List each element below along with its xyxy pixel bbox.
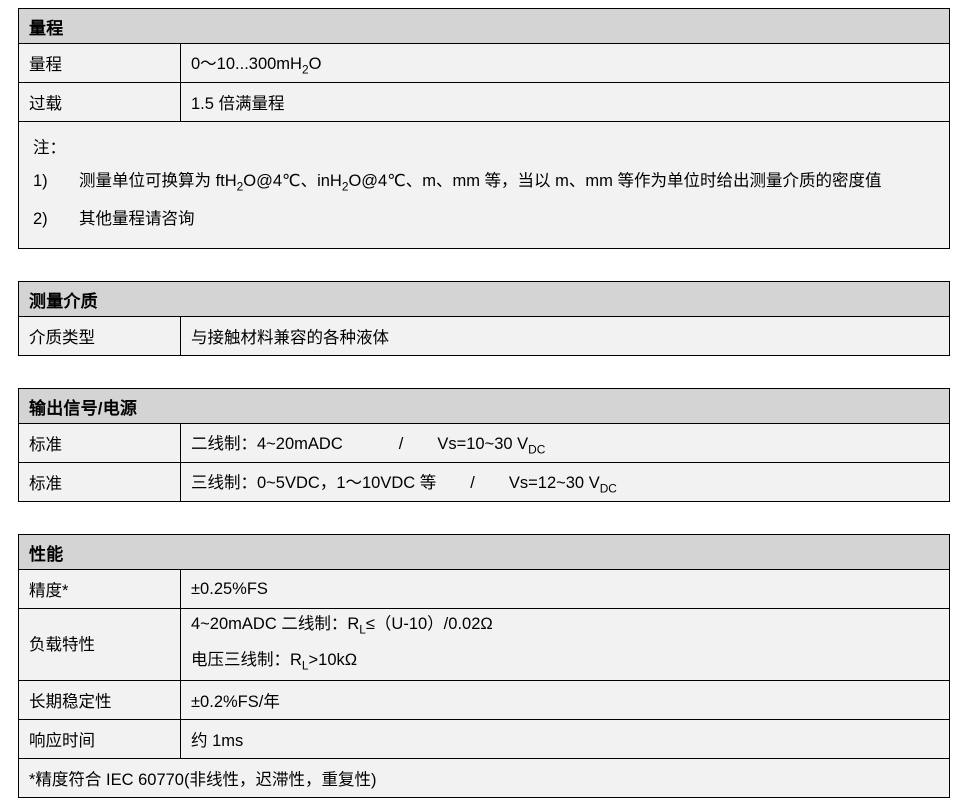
load-line-1-subscript: L — [359, 622, 366, 637]
notes-block: 注： 1) 测量单位可换算为 ftH2O@4℃、inH2O@4℃、m、mm 等，… — [18, 120, 950, 250]
range-value-suffix: O — [308, 54, 322, 73]
output-supply-subscript: DC — [528, 442, 546, 457]
row-value-long-term-stability: ±0.2%FS/年 — [180, 679, 950, 720]
row-label-overload: 过载 — [18, 82, 181, 122]
row-label-response-time: 响应时间 — [18, 718, 181, 759]
output-signal-2wire: 二线制：4~20mADC — [191, 435, 343, 454]
table-row: 性能 — [18, 534, 950, 571]
load-line-1-pre: 4~20mADC 二线制：R — [191, 615, 360, 634]
section-header-performance: 性能 — [18, 534, 950, 571]
row-value-range: 0～10...300mH2O — [180, 43, 950, 83]
note-item-1: 1) 测量单位可换算为 ftH2O@4℃、inH2O@4℃、m、mm 等，当以 … — [27, 165, 937, 203]
load-line-2: 电压三线制：RL>10kΩ — [191, 645, 939, 680]
row-value-accuracy: ±0.25%FS — [180, 569, 950, 610]
load-line-1-post: ≤（U-10）/0.02Ω — [365, 615, 493, 634]
row-value-response-time: 约 1ms — [180, 718, 950, 759]
note-number: 2) — [33, 210, 48, 229]
table-row: 过载 1.5 倍满量程 — [18, 82, 950, 122]
performance-footnote: *精度符合 IEC 60770(非线性，迟滞性，重复性) — [18, 757, 950, 798]
range-value-prefix: 0～10...300mH — [191, 54, 302, 73]
table-row: 响应时间 约 1ms — [18, 718, 950, 759]
section-header-medium: 测量介质 — [18, 281, 950, 318]
row-label-load-characteristics: 负载特性 — [18, 608, 181, 681]
table-medium: 测量介质 介质类型 与接触材料兼容的各种液体 — [18, 281, 950, 357]
output-separator: / — [398, 435, 404, 454]
table-row-footnote: *精度符合 IEC 60770(非线性，迟滞性，重复性) — [18, 757, 950, 798]
table-row: 长期稳定性 ±0.2%FS/年 — [18, 679, 950, 720]
table-output: 输出信号/电源 标准 二线制：4~20mADC / Vs=10~30 VDC 标准 … — [18, 388, 950, 503]
range-value-subscript: 2 — [301, 62, 309, 77]
table-row: 量程 — [18, 8, 950, 44]
note-text: 其他量程请咨询 — [79, 210, 195, 229]
load-line-2-pre: 电压三线制：R — [191, 650, 302, 669]
table-row: 测量介质 — [18, 281, 950, 318]
note-subscript-1: 2 — [236, 179, 244, 194]
row-value-medium-type: 与接触材料兼容的各种液体 — [180, 316, 950, 357]
section-header-range: 量程 — [18, 8, 950, 44]
load-line-1: 4~20mADC 二线制：RL≤（U-10）/0.02Ω — [191, 609, 939, 644]
table-row: 输出信号/电源 — [18, 388, 950, 425]
row-value-output-2wire: 二线制：4~20mADC / Vs=10~30 VDC — [180, 423, 950, 464]
notes-title: 注： — [33, 139, 66, 157]
note-text-part1: 测量单位可换算为 ftH — [79, 172, 237, 190]
table-row-notes: 注： 1) 测量单位可换算为 ftH2O@4℃、inH2O@4℃、m、mm 等，… — [18, 120, 950, 250]
note-item-2: 2) 其他量程请咨询 — [27, 203, 937, 236]
row-label-range: 量程 — [18, 43, 181, 83]
note-text-part3: O@4℃、m、mm 等，当以 m、mm 等作为单位时给出测量介质的密度值 — [348, 172, 882, 190]
row-label-long-term-stability: 长期稳定性 — [18, 679, 181, 720]
row-label-output-standard-2: 标准 — [18, 462, 181, 503]
note-number: 1) — [33, 172, 48, 190]
note-text: 测量单位可换算为 ftH2O@4℃、inH2O@4℃、m、mm 等，当以 m、m… — [79, 165, 937, 203]
output-supply-subscript: DC — [599, 481, 617, 496]
table-range: 量程 量程 0～10...300mH2O 过载 1.5 倍满量程 注： 1) 测… — [18, 8, 950, 250]
output-separator: / — [470, 474, 475, 493]
note-text-part2: O@4℃、inH — [243, 172, 342, 190]
row-value-overload: 1.5 倍满量程 — [180, 82, 950, 122]
table-row: 精度* ±0.25%FS — [18, 569, 950, 610]
section-header-output: 输出信号/电源 — [18, 388, 950, 425]
output-signal-3wire: 三线制：0~5VDC，1～10VDC 等 — [191, 474, 437, 493]
row-label-output-standard-1: 标准 — [18, 423, 181, 464]
table-row: 负载特性 4~20mADC 二线制：RL≤（U-10）/0.02Ω 电压三线制：… — [18, 608, 950, 681]
row-value-output-3wire: 三线制：0~5VDC，1～10VDC 等 / Vs=12~30 VDC — [180, 462, 950, 503]
row-label-medium-type: 介质类型 — [18, 316, 181, 357]
load-line-2-subscript: L — [301, 657, 309, 672]
output-supply-2wire: Vs=10~30 V — [437, 435, 529, 454]
table-performance: 性能 精度* ±0.25%FS 负载特性 4~20mADC 二线制：RL≤（U-… — [18, 534, 950, 798]
table-row: 标准 三线制：0~5VDC，1～10VDC 等 / Vs=12~30 VDC — [18, 462, 950, 503]
table-row: 量程 0～10...300mH2O — [18, 43, 950, 83]
table-row: 介质类型 与接触材料兼容的各种液体 — [18, 316, 950, 357]
row-label-accuracy: 精度* — [18, 569, 181, 610]
load-line-2-post: >10kΩ — [308, 650, 358, 669]
output-supply-3wire: Vs=12~30 V — [508, 474, 600, 493]
note-subscript-2: 2 — [341, 179, 349, 194]
row-value-load-characteristics: 4~20mADC 二线制：RL≤（U-10）/0.02Ω 电压三线制：RL>10… — [180, 608, 950, 681]
table-row: 标准 二线制：4~20mADC / Vs=10~30 VDC — [18, 423, 950, 464]
